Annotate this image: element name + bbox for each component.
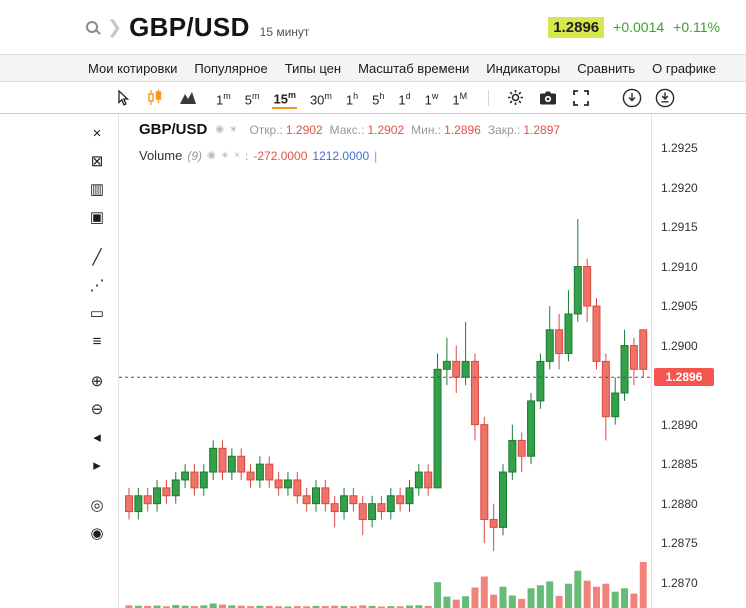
price-axis-label: 1.2880 xyxy=(661,496,698,511)
legend-symbol: GBP/USD xyxy=(139,121,208,138)
volume-value-positive: 1212.0000 xyxy=(312,148,370,163)
scroll-right-icon[interactable]: ▸ xyxy=(93,457,101,474)
price-axis-label: 1.2925 xyxy=(661,140,698,155)
horizontal-line-icon[interactable]: ≡ xyxy=(92,333,102,350)
volume-values-prefix: : xyxy=(245,148,249,163)
price-axis-label: 1.2885 xyxy=(661,457,698,472)
timeframe-1M[interactable]: 1M xyxy=(452,90,468,108)
timeframe-group: 1m 5m 15m 30m 1h 5h 1d 1w 1M xyxy=(215,86,468,110)
menu-item[interactable]: Мои котировки xyxy=(88,60,178,76)
current-price-badge: 1.2896 xyxy=(654,368,714,387)
price-axis-label: 1.2905 xyxy=(661,299,698,314)
ohlc-label: Закр.: xyxy=(487,122,521,137)
timeframe-15m[interactable]: 15m xyxy=(272,86,297,110)
price-axis-label: 1.2900 xyxy=(661,338,698,353)
price-axis-label: 1.2890 xyxy=(661,417,698,432)
timeframe-1m[interactable]: 1m xyxy=(216,90,231,108)
symbol-title: GBP/USD xyxy=(129,11,250,42)
measure-icon[interactable]: ▥ xyxy=(89,181,105,198)
chevron-right-icon: ❯ xyxy=(107,16,123,37)
volume-values-tail: | xyxy=(374,148,378,163)
price-axis-label: 1.2920 xyxy=(661,180,698,195)
ohlc-label: Откр.: xyxy=(249,122,283,137)
ray-line-icon[interactable]: ⋰ xyxy=(89,277,105,294)
price-axis-label: 1.2870 xyxy=(661,575,698,590)
symbol-visibility-icon[interactable]: ◉ xyxy=(215,124,225,135)
zoom-out-icon[interactable]: ⊖ xyxy=(90,401,104,418)
timeframe-5m[interactable]: 5m xyxy=(244,90,260,108)
symbol-legend-row: GBP/USD ◉ ∗ Откр.: 1.2902 Макс.: 1.2902 Мин.… xyxy=(139,121,560,138)
ohlc-value: 1.2896 xyxy=(444,122,481,137)
timeframe-1h[interactable]: 1h xyxy=(345,90,359,108)
ohlc-value: 1.2902 xyxy=(285,122,323,137)
settings-icon[interactable] xyxy=(505,88,525,108)
quote-change: +0.0014 xyxy=(613,19,665,35)
timeframe-1d[interactable]: 1d xyxy=(398,90,411,108)
search-icon[interactable] xyxy=(86,21,98,33)
timeframe-1w[interactable]: 1w xyxy=(424,90,439,108)
export-data-icon[interactable] xyxy=(655,88,675,108)
timeframe-subtitle: 15 минут xyxy=(259,24,310,39)
zoom-area-icon[interactable]: ◎ xyxy=(90,497,104,514)
quote-price: 1.2896 xyxy=(548,16,605,38)
download-chart-icon[interactable] xyxy=(622,88,642,108)
symbol-settings-icon[interactable]: ∗ xyxy=(229,124,238,135)
price-axis[interactable]: 1.2896 1.2925 1.2920 1.2915 1.2910 1.2905 1.2… xyxy=(652,114,746,608)
timeframe-30m[interactable]: 30m xyxy=(309,90,332,108)
zoom-in-icon[interactable]: ⊕ xyxy=(90,373,104,390)
timeframe-5h[interactable]: 5h xyxy=(372,90,385,108)
side-toolbar: × ⊠ ▥ ▣ ╱ ⋰ ▭ ≡ ⊕ ⊖ ◂ ▸ ◎ ◉ xyxy=(0,114,118,608)
trend-line-icon[interactable]: ╱ xyxy=(92,249,102,266)
price-axis-label: 1.2875 xyxy=(661,536,698,551)
price-axis-label: 1.2915 xyxy=(661,220,698,235)
menu-item[interactable]: Индикаторы xyxy=(486,60,561,76)
close-icon[interactable]: × xyxy=(92,125,102,142)
menu-item[interactable]: О графике xyxy=(652,60,717,76)
candlestick-chart[interactable] xyxy=(119,114,653,608)
chart-legend: GBP/USD ◉ ∗ Откр.: 1.2902 Макс.: 1.2902 Мин.… xyxy=(139,121,560,163)
volume-indicator-name: Volume xyxy=(139,148,183,163)
price-axis-label: 1.2910 xyxy=(661,259,698,274)
quote-change-pct: +0.11% xyxy=(673,19,720,35)
volume-visibility-icon[interactable]: ◉ xyxy=(207,150,216,161)
menu-bar: Мои котировки Популярное Типы цен Масштаб в… xyxy=(0,54,746,82)
volume-legend-row: Volume (9) ◉ ∗ × : -272.0000 1212.0000 | xyxy=(139,148,560,163)
cursor-tool-icon[interactable] xyxy=(112,88,132,108)
ohlc-values: Откр.: 1.2902 Макс.: 1.2902 Мин.: 1.2896 Закр.… xyxy=(242,123,560,137)
menu-item[interactable]: Масштаб времени xyxy=(358,60,470,76)
scroll-left-icon[interactable]: ◂ xyxy=(93,429,101,446)
menu-item[interactable]: Типы цен xyxy=(284,60,342,76)
remove-drawings-icon[interactable]: ⊠ xyxy=(90,153,104,170)
reset-zoom-icon[interactable]: ◉ xyxy=(90,525,104,542)
header: ❯ GBP/USD 15 минут 1.2896 +0.0014 +0.11% xyxy=(0,0,746,54)
ohlc-value: 1.2902 xyxy=(367,122,405,137)
volume-indicator-param: (9) xyxy=(187,148,203,163)
fullscreen-icon[interactable] xyxy=(571,88,591,108)
volume-settings-icon[interactable]: ∗ xyxy=(220,150,230,161)
toolbar-separator xyxy=(488,89,490,106)
snapshot-icon[interactable] xyxy=(538,88,558,108)
ohlc-label: Макс.: xyxy=(329,122,365,137)
ohlc-label: Мин.: xyxy=(411,122,442,137)
volume-value-negative: -272.0000 xyxy=(253,148,308,163)
area-type-icon[interactable] xyxy=(178,88,198,108)
chart-toolbar: 1m 5m 15m 30m 1h 5h 1d 1w 1M xyxy=(0,82,746,114)
menu-item[interactable]: Популярное xyxy=(194,60,268,76)
clone-chart-icon[interactable]: ▣ xyxy=(89,209,105,226)
ohlc-value: 1.2897 xyxy=(523,122,561,137)
chart-area[interactable]: GBP/USD ◉ ∗ Откр.: 1.2902 Макс.: 1.2902 Мин.… xyxy=(118,114,653,608)
rectangle-tool-icon[interactable]: ▭ xyxy=(89,305,105,322)
volume-remove-icon[interactable]: × xyxy=(234,150,241,161)
candlestick-type-icon[interactable] xyxy=(145,88,165,108)
menu-item[interactable]: Сравнить xyxy=(577,60,636,76)
